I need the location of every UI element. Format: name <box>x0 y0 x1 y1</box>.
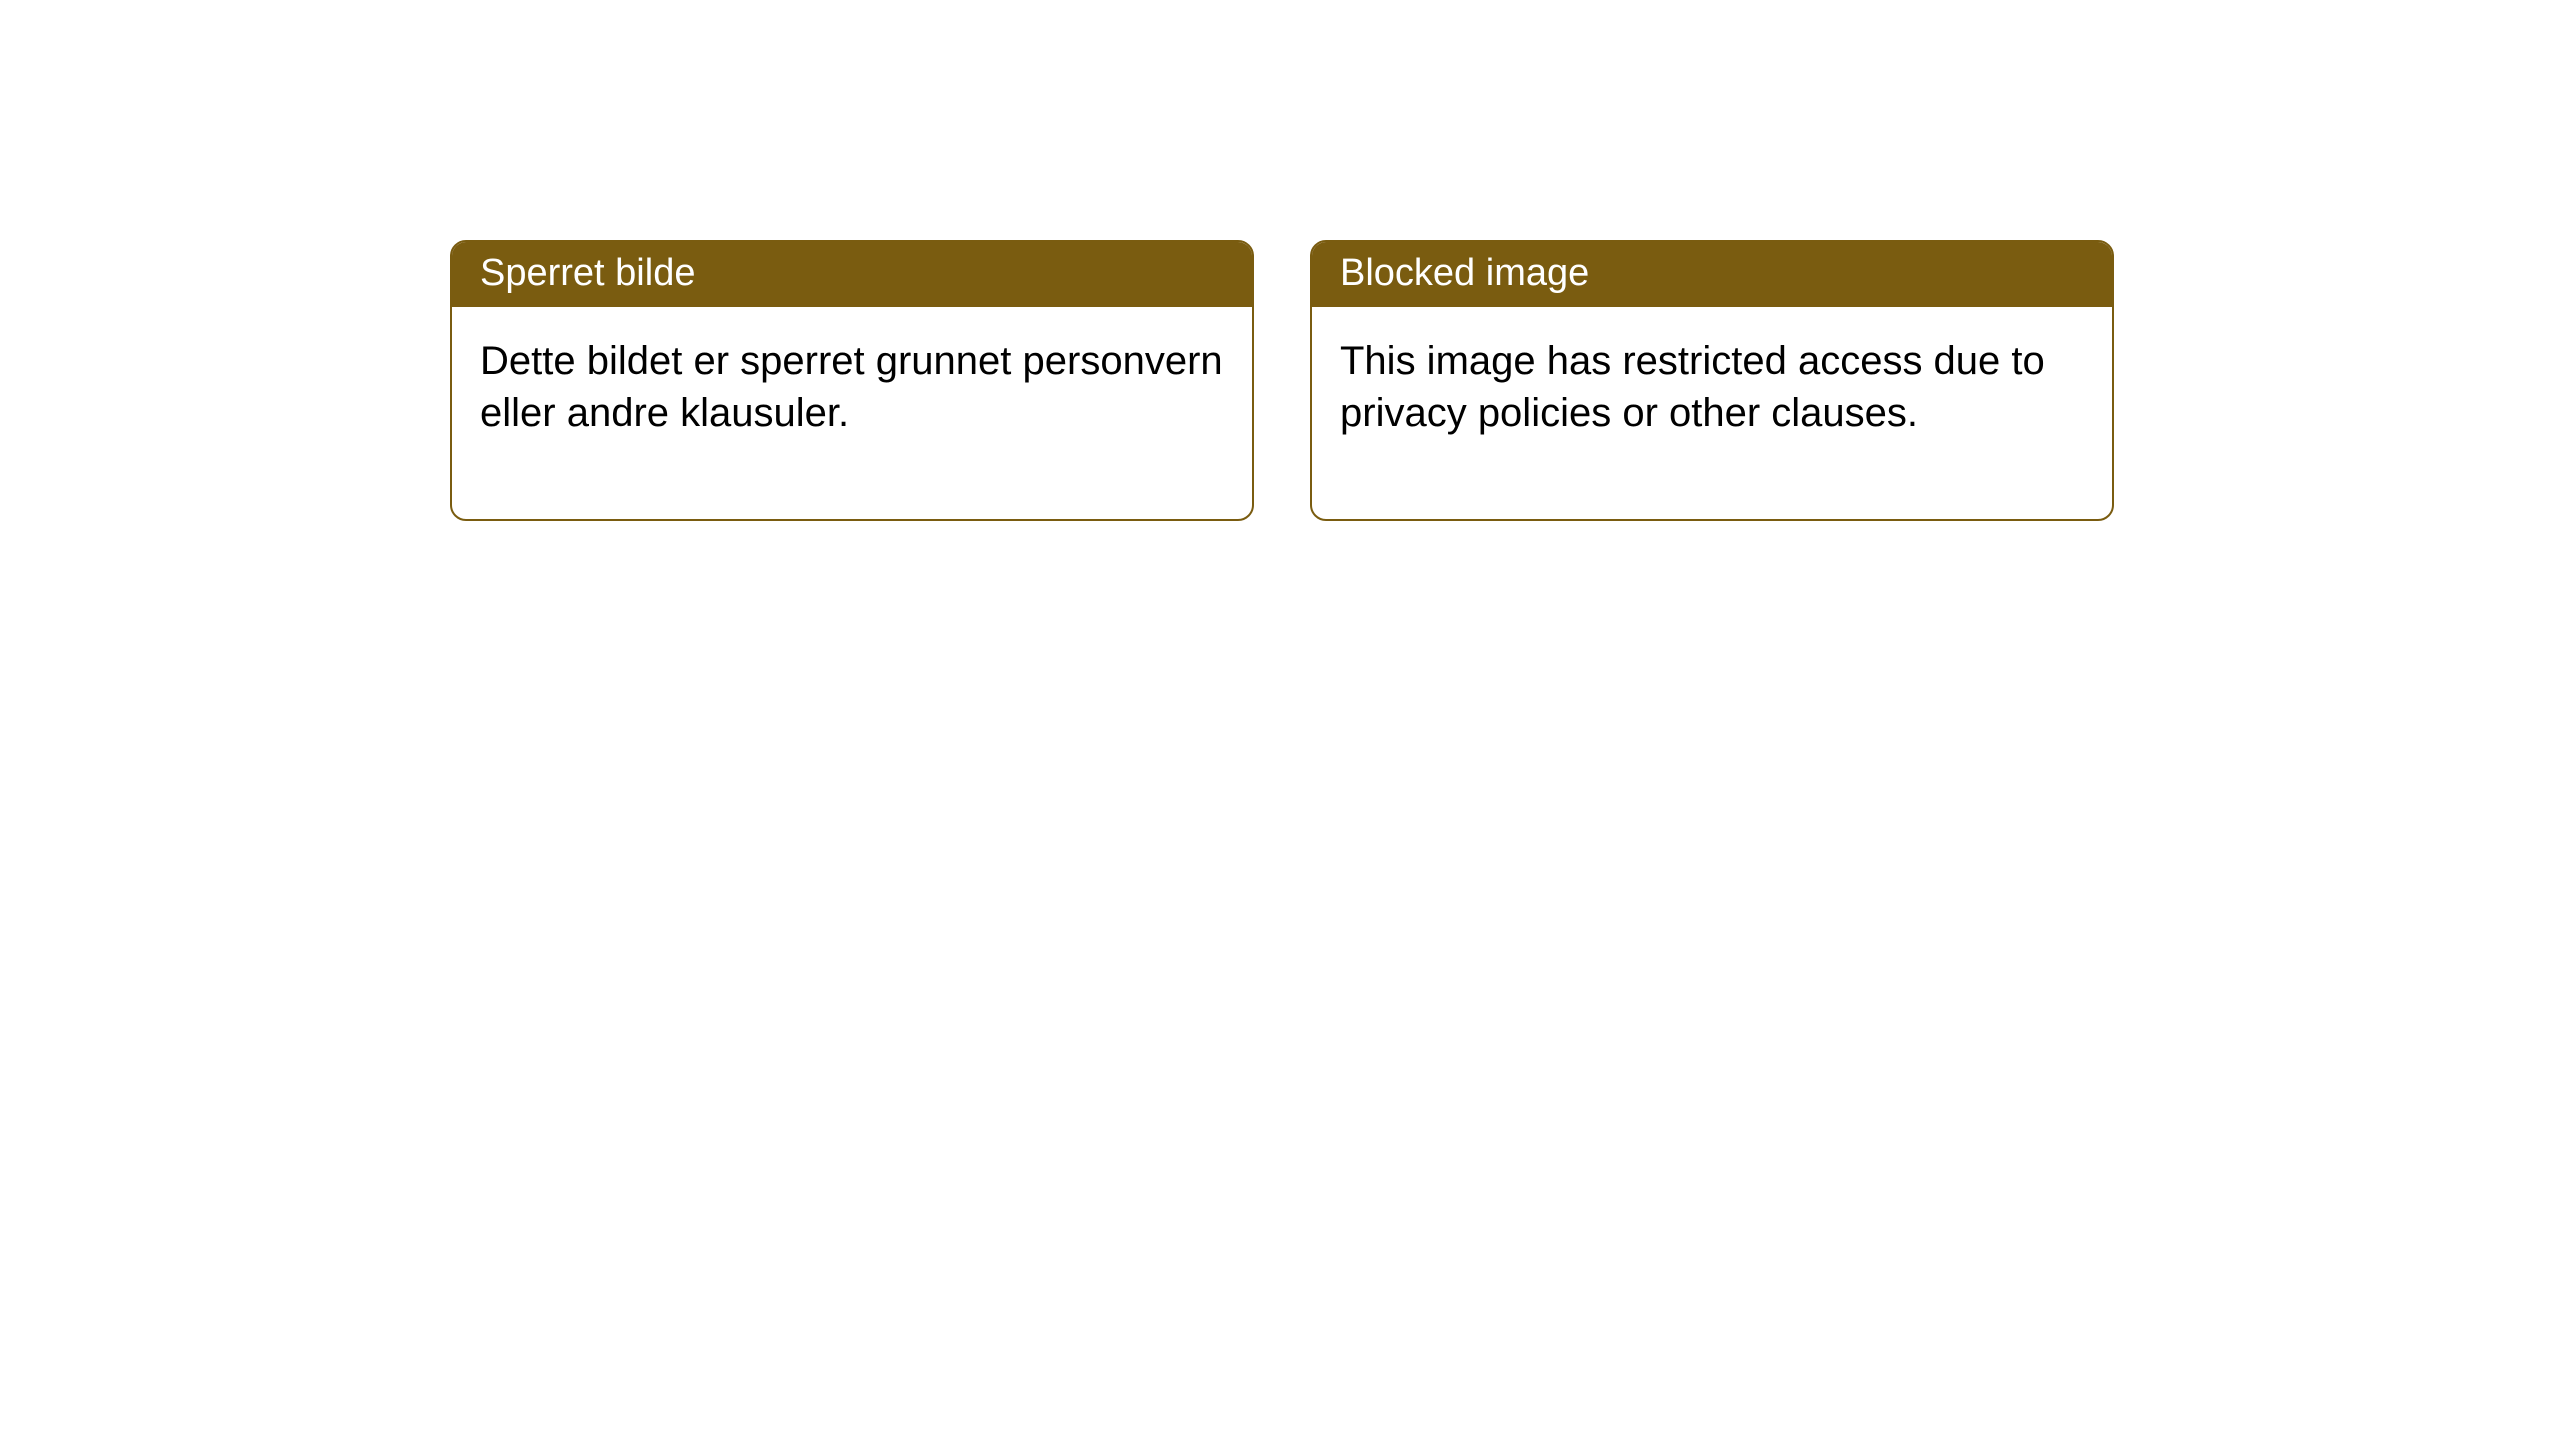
notice-title-text: Blocked image <box>1340 252 1589 294</box>
notice-header: Blocked image <box>1312 242 2112 307</box>
notice-body-text: Dette bildet er sperret grunnet personve… <box>480 339 1223 435</box>
notice-body-text: This image has restricted access due to … <box>1340 339 2045 435</box>
notice-container: Sperret bilde Dette bildet er sperret gr… <box>450 240 2114 521</box>
notice-body: This image has restricted access due to … <box>1312 307 2112 519</box>
notice-card-english: Blocked image This image has restricted … <box>1310 240 2114 521</box>
notice-title-text: Sperret bilde <box>480 252 695 294</box>
notice-body: Dette bildet er sperret grunnet personve… <box>452 307 1252 519</box>
notice-header: Sperret bilde <box>452 242 1252 307</box>
notice-card-norwegian: Sperret bilde Dette bildet er sperret gr… <box>450 240 1254 521</box>
